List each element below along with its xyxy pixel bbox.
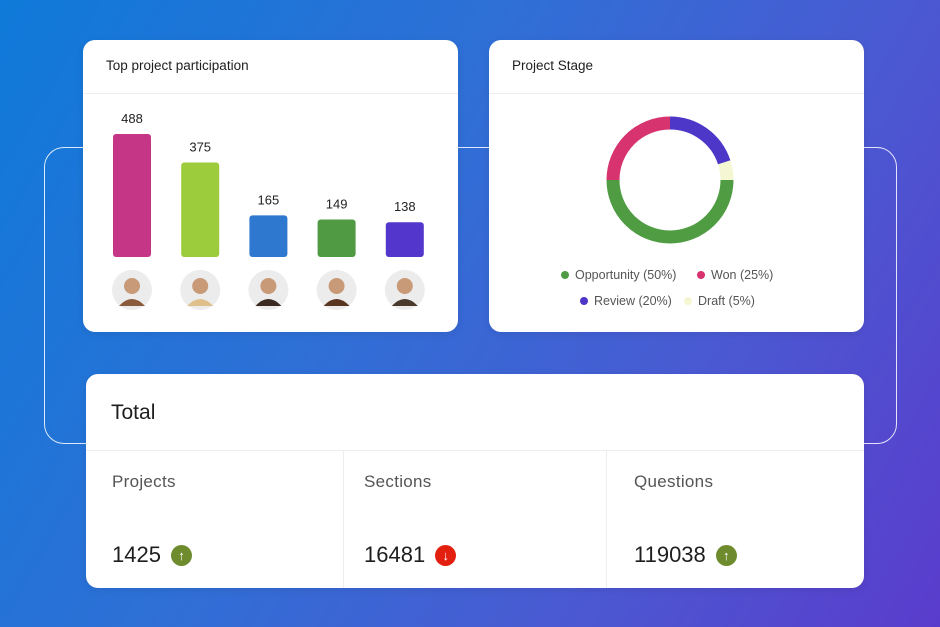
stat-questions: 119038 ↑	[634, 542, 737, 568]
divider	[343, 451, 344, 588]
legend-dot	[684, 297, 692, 305]
legend-label: Draft (5%)	[698, 294, 755, 308]
legend-label: Review (20%)	[594, 294, 672, 308]
participation-card: Top project participation 488 375 165 149 13…	[83, 40, 458, 332]
card-title: Top project participation	[106, 58, 249, 73]
bar-chart: 488 375 165 149 138	[112, 111, 425, 310]
arrow-down-icon: ↓	[435, 544, 457, 566]
stat-label-sections: Sections	[364, 472, 432, 491]
legend-label: Opportunity (50%)	[575, 268, 677, 282]
arrow-up-icon: ↑	[715, 544, 737, 566]
legend-dot	[580, 297, 588, 305]
bar-value-label: 375	[189, 139, 211, 154]
stat-value: 119038	[634, 542, 706, 567]
bar-value-label: 488	[121, 111, 143, 126]
bar-value-label: 138	[394, 199, 416, 214]
stat-label-questions: Questions	[634, 472, 714, 491]
legend-dot	[561, 271, 569, 279]
legend-label: Won (25%)	[711, 268, 774, 282]
legend-review: Review (20%)	[580, 294, 672, 308]
donut-slice-draft	[717, 160, 734, 181]
bar	[181, 162, 220, 257]
stat-value: 1425	[112, 542, 161, 567]
donut-chart	[606, 116, 734, 244]
donut-slice-review	[669, 116, 731, 165]
legend-won: Won (25%)	[697, 268, 773, 282]
stage-card: Project Stage Opportunity (50%) Won (25%…	[489, 40, 864, 332]
legend-draft: Draft (5%)	[684, 294, 755, 308]
bar-value-label: 165	[258, 192, 280, 207]
stat-value: 16481	[364, 542, 426, 567]
total-title: Total	[111, 401, 156, 424]
stat-label-projects: Projects	[112, 472, 176, 491]
card-title: Project Stage	[512, 58, 594, 73]
bar	[113, 134, 151, 257]
donut-slice-won	[606, 116, 671, 181]
donut-slice-opportunity	[606, 179, 734, 244]
avatar	[316, 270, 357, 310]
divider	[489, 93, 864, 94]
stat-projects: 1425 ↑	[112, 542, 192, 568]
avatar	[180, 270, 221, 310]
divider	[86, 450, 864, 451]
bar	[317, 219, 356, 257]
stat-sections: 16481 ↓	[364, 542, 457, 568]
avatar	[112, 270, 152, 310]
divider	[83, 93, 458, 94]
legend-opportunity: Opportunity (50%)	[561, 268, 676, 282]
avatar	[248, 270, 289, 310]
divider	[606, 451, 607, 588]
avatar	[384, 270, 425, 310]
bar	[385, 222, 424, 257]
legend-dot	[697, 271, 705, 279]
bar	[249, 215, 288, 257]
arrow-up-icon: ↑	[170, 544, 192, 566]
bar-value-label: 149	[326, 196, 348, 211]
total-card: Total Projects 1425 ↑ Sections 16481 ↓ Que…	[86, 374, 864, 588]
